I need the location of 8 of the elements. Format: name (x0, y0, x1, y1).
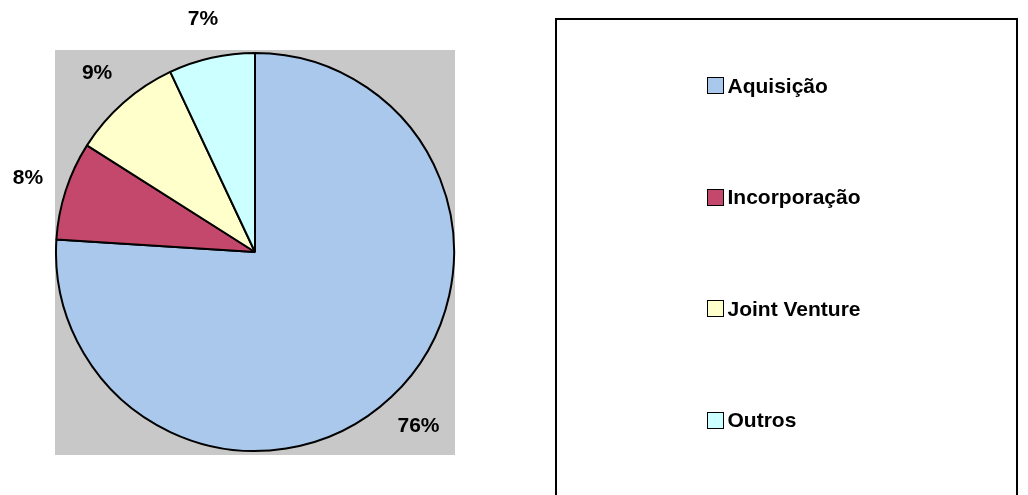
data-label: 8% (12, 165, 44, 188)
legend-label: Joint Venture (727, 296, 861, 321)
data-label: 7% (187, 5, 219, 29)
data-label: 76% (397, 412, 440, 436)
legend-label: Incorporação (727, 185, 861, 210)
data-label: 9% (81, 59, 113, 83)
legend-label: Outros (727, 408, 797, 433)
legend-label: Aquisição (727, 73, 828, 98)
